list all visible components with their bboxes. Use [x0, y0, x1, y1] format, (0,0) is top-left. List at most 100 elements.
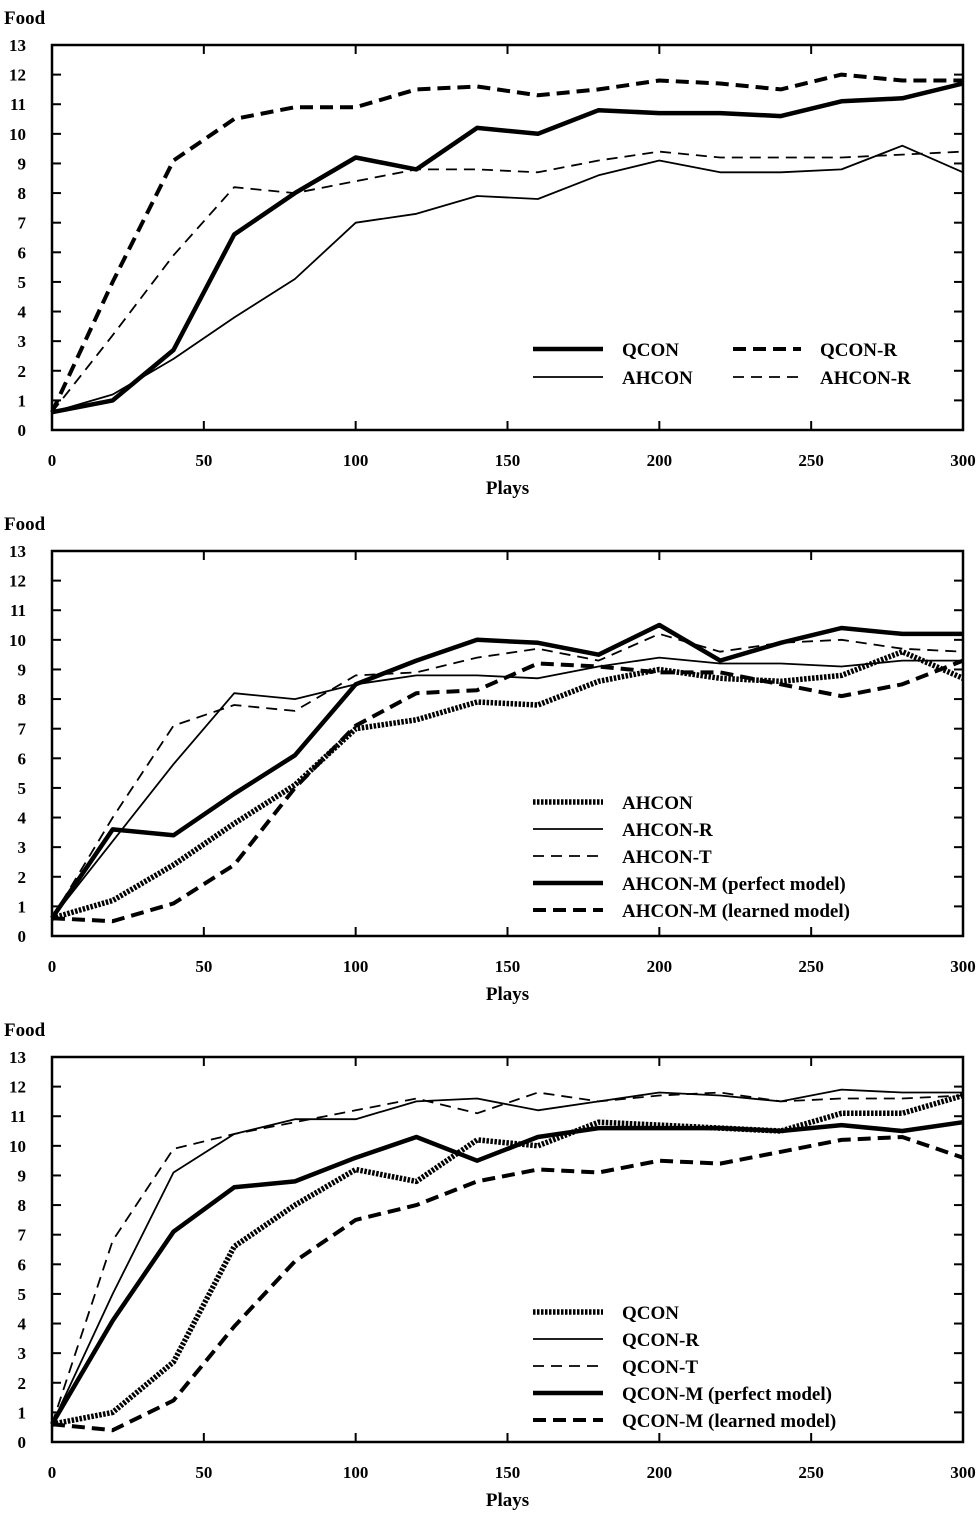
x-tick-label: 50 — [195, 957, 212, 976]
y-tick-label: 2 — [18, 868, 27, 887]
y-tick-label: 3 — [18, 838, 27, 857]
chart-panel-bottom: Food 0 1 2 3 4 5 6 7 8 9 10 11 12 13 0 50 100 150 200 250 300… — [0, 1012, 980, 1512]
x-tick-label: 0 — [48, 451, 57, 470]
series-line-0 — [51, 81, 964, 415]
y-tick-label: 0 — [18, 1433, 27, 1452]
x-tick-label: 150 — [495, 451, 521, 470]
legend: AHCON AHCON-R AHCON-T AHCON-M (perfect mode… — [533, 793, 850, 922]
x-axis-label: Plays — [486, 984, 529, 1005]
y-tick-label: 8 — [18, 690, 27, 709]
series-line-4 — [51, 658, 964, 924]
series-line-1 — [51, 1088, 963, 1425]
y-tick-label: 6 — [18, 749, 27, 768]
x-tick-label: 200 — [647, 957, 673, 976]
legend-label: QCON-R — [622, 1330, 699, 1351]
series-line-4 — [51, 1135, 964, 1433]
series-line-2 — [51, 1091, 964, 1425]
y-axis-label: Food — [4, 8, 46, 29]
y-tick-label: 11 — [10, 601, 26, 620]
x-tick-label: 50 — [195, 451, 212, 470]
x-tick-label: 100 — [343, 1463, 369, 1482]
legend-label: QCON-T — [622, 1357, 698, 1378]
x-tick-label: 200 — [647, 1463, 673, 1482]
legend-label: AHCON — [622, 368, 693, 389]
x-tick-label: 150 — [495, 1463, 521, 1482]
x-tick-label: 300 — [950, 1463, 976, 1482]
x-tick-label: 300 — [950, 451, 976, 470]
legend-label: AHCON-M (perfect model) — [622, 874, 846, 895]
legend: QCON QCON-R QCON-T QCON-M (perfect model) QC… — [533, 1303, 836, 1432]
x-tick-label: 200 — [647, 451, 673, 470]
y-tick-label: 3 — [18, 332, 27, 351]
y-tick-label: 4 — [18, 1315, 27, 1334]
legend: QCON AHCON QCON-R AHCON-R — [533, 340, 911, 389]
series-line-3 — [50, 622, 963, 920]
y-tick-label: 10 — [9, 125, 26, 144]
chart-panel-middle: Food 0 1 2 3 4 5 6 7 8 9 10 11 12 13 0 50 100 150 200 250 300… — [0, 506, 980, 1006]
y-tick-label: 5 — [18, 273, 27, 292]
y-tick-label: 7 — [18, 214, 27, 233]
series-line-3 — [51, 150, 964, 413]
y-tick-label: 5 — [18, 779, 27, 798]
series-line-1 — [51, 144, 964, 414]
y-tick-label: 4 — [18, 809, 27, 828]
y-tick-label: 12 — [9, 1078, 26, 1097]
y-tick-label: 3 — [18, 1344, 27, 1363]
series-line-0 — [51, 648, 965, 921]
y-tick-label: 0 — [18, 927, 27, 946]
x-tick-label: 250 — [798, 1463, 824, 1482]
y-tick-label: 1 — [18, 897, 27, 916]
series-line-2 — [50, 72, 963, 414]
series-line-0 — [51, 1092, 964, 1427]
legend-label: QCON-M (perfect model) — [622, 1384, 832, 1405]
x-tick-label: 0 — [48, 1463, 57, 1482]
y-tick-label: 10 — [9, 1137, 26, 1156]
y-tick-label: 1 — [18, 1403, 27, 1422]
x-tick-label: 50 — [195, 1463, 212, 1482]
x-tick-label: 250 — [798, 451, 824, 470]
y-tick-label: 6 — [18, 243, 27, 262]
legend-label: AHCON-R — [622, 820, 713, 841]
series-line-2 — [51, 633, 964, 919]
y-tick-label: 12 — [9, 572, 26, 591]
y-tick-label: 12 — [9, 66, 26, 85]
y-tick-label: 11 — [10, 95, 26, 114]
x-axis-label: Plays — [486, 478, 529, 499]
y-tick-label: 6 — [18, 1255, 27, 1274]
x-tick-label: 100 — [343, 451, 369, 470]
y-tick-label: 5 — [18, 1285, 27, 1304]
legend-label: QCON — [622, 1303, 679, 1324]
y-tick-label: 10 — [9, 631, 26, 650]
y-axis-label: Food — [4, 1020, 46, 1041]
x-tick-label: 0 — [48, 957, 57, 976]
legend-label: QCON-M (learned model) — [622, 1411, 836, 1432]
y-tick-label: 2 — [18, 362, 27, 381]
y-tick-label: 11 — [10, 1107, 26, 1126]
y-tick-label: 7 — [18, 1226, 27, 1245]
legend-label: QCON-R — [820, 340, 897, 361]
y-tick-label: 2 — [18, 1374, 27, 1393]
y-tick-label: 9 — [18, 154, 27, 173]
x-tick-label: 150 — [495, 957, 521, 976]
y-tick-label: 4 — [18, 303, 27, 322]
y-tick-label: 8 — [18, 184, 27, 203]
legend-label: AHCON — [622, 793, 693, 814]
x-tick-label: 100 — [343, 957, 369, 976]
y-tick-label: 8 — [18, 1196, 27, 1215]
y-tick-label: 1 — [18, 391, 27, 410]
x-tick-label: 300 — [950, 957, 976, 976]
y-tick-label: 13 — [9, 542, 26, 561]
x-axis-label: Plays — [486, 1490, 529, 1511]
y-tick-label: 13 — [9, 1048, 26, 1067]
y-tick-label: 7 — [18, 720, 27, 739]
y-tick-label: 0 — [18, 421, 27, 440]
series-line-3 — [50, 1119, 964, 1426]
chart-panel-top: Food 0 1 2 3 4 5 6 7 8 9 10 11 12 13 0 50 100 150 200 250 300… — [0, 0, 980, 500]
legend-label: AHCON-T — [622, 847, 712, 868]
y-tick-label: 9 — [18, 660, 27, 679]
legend-label: AHCON-R — [820, 368, 911, 389]
y-axis-label: Food — [4, 514, 46, 535]
legend-label: AHCON-M (learned model) — [622, 901, 850, 922]
